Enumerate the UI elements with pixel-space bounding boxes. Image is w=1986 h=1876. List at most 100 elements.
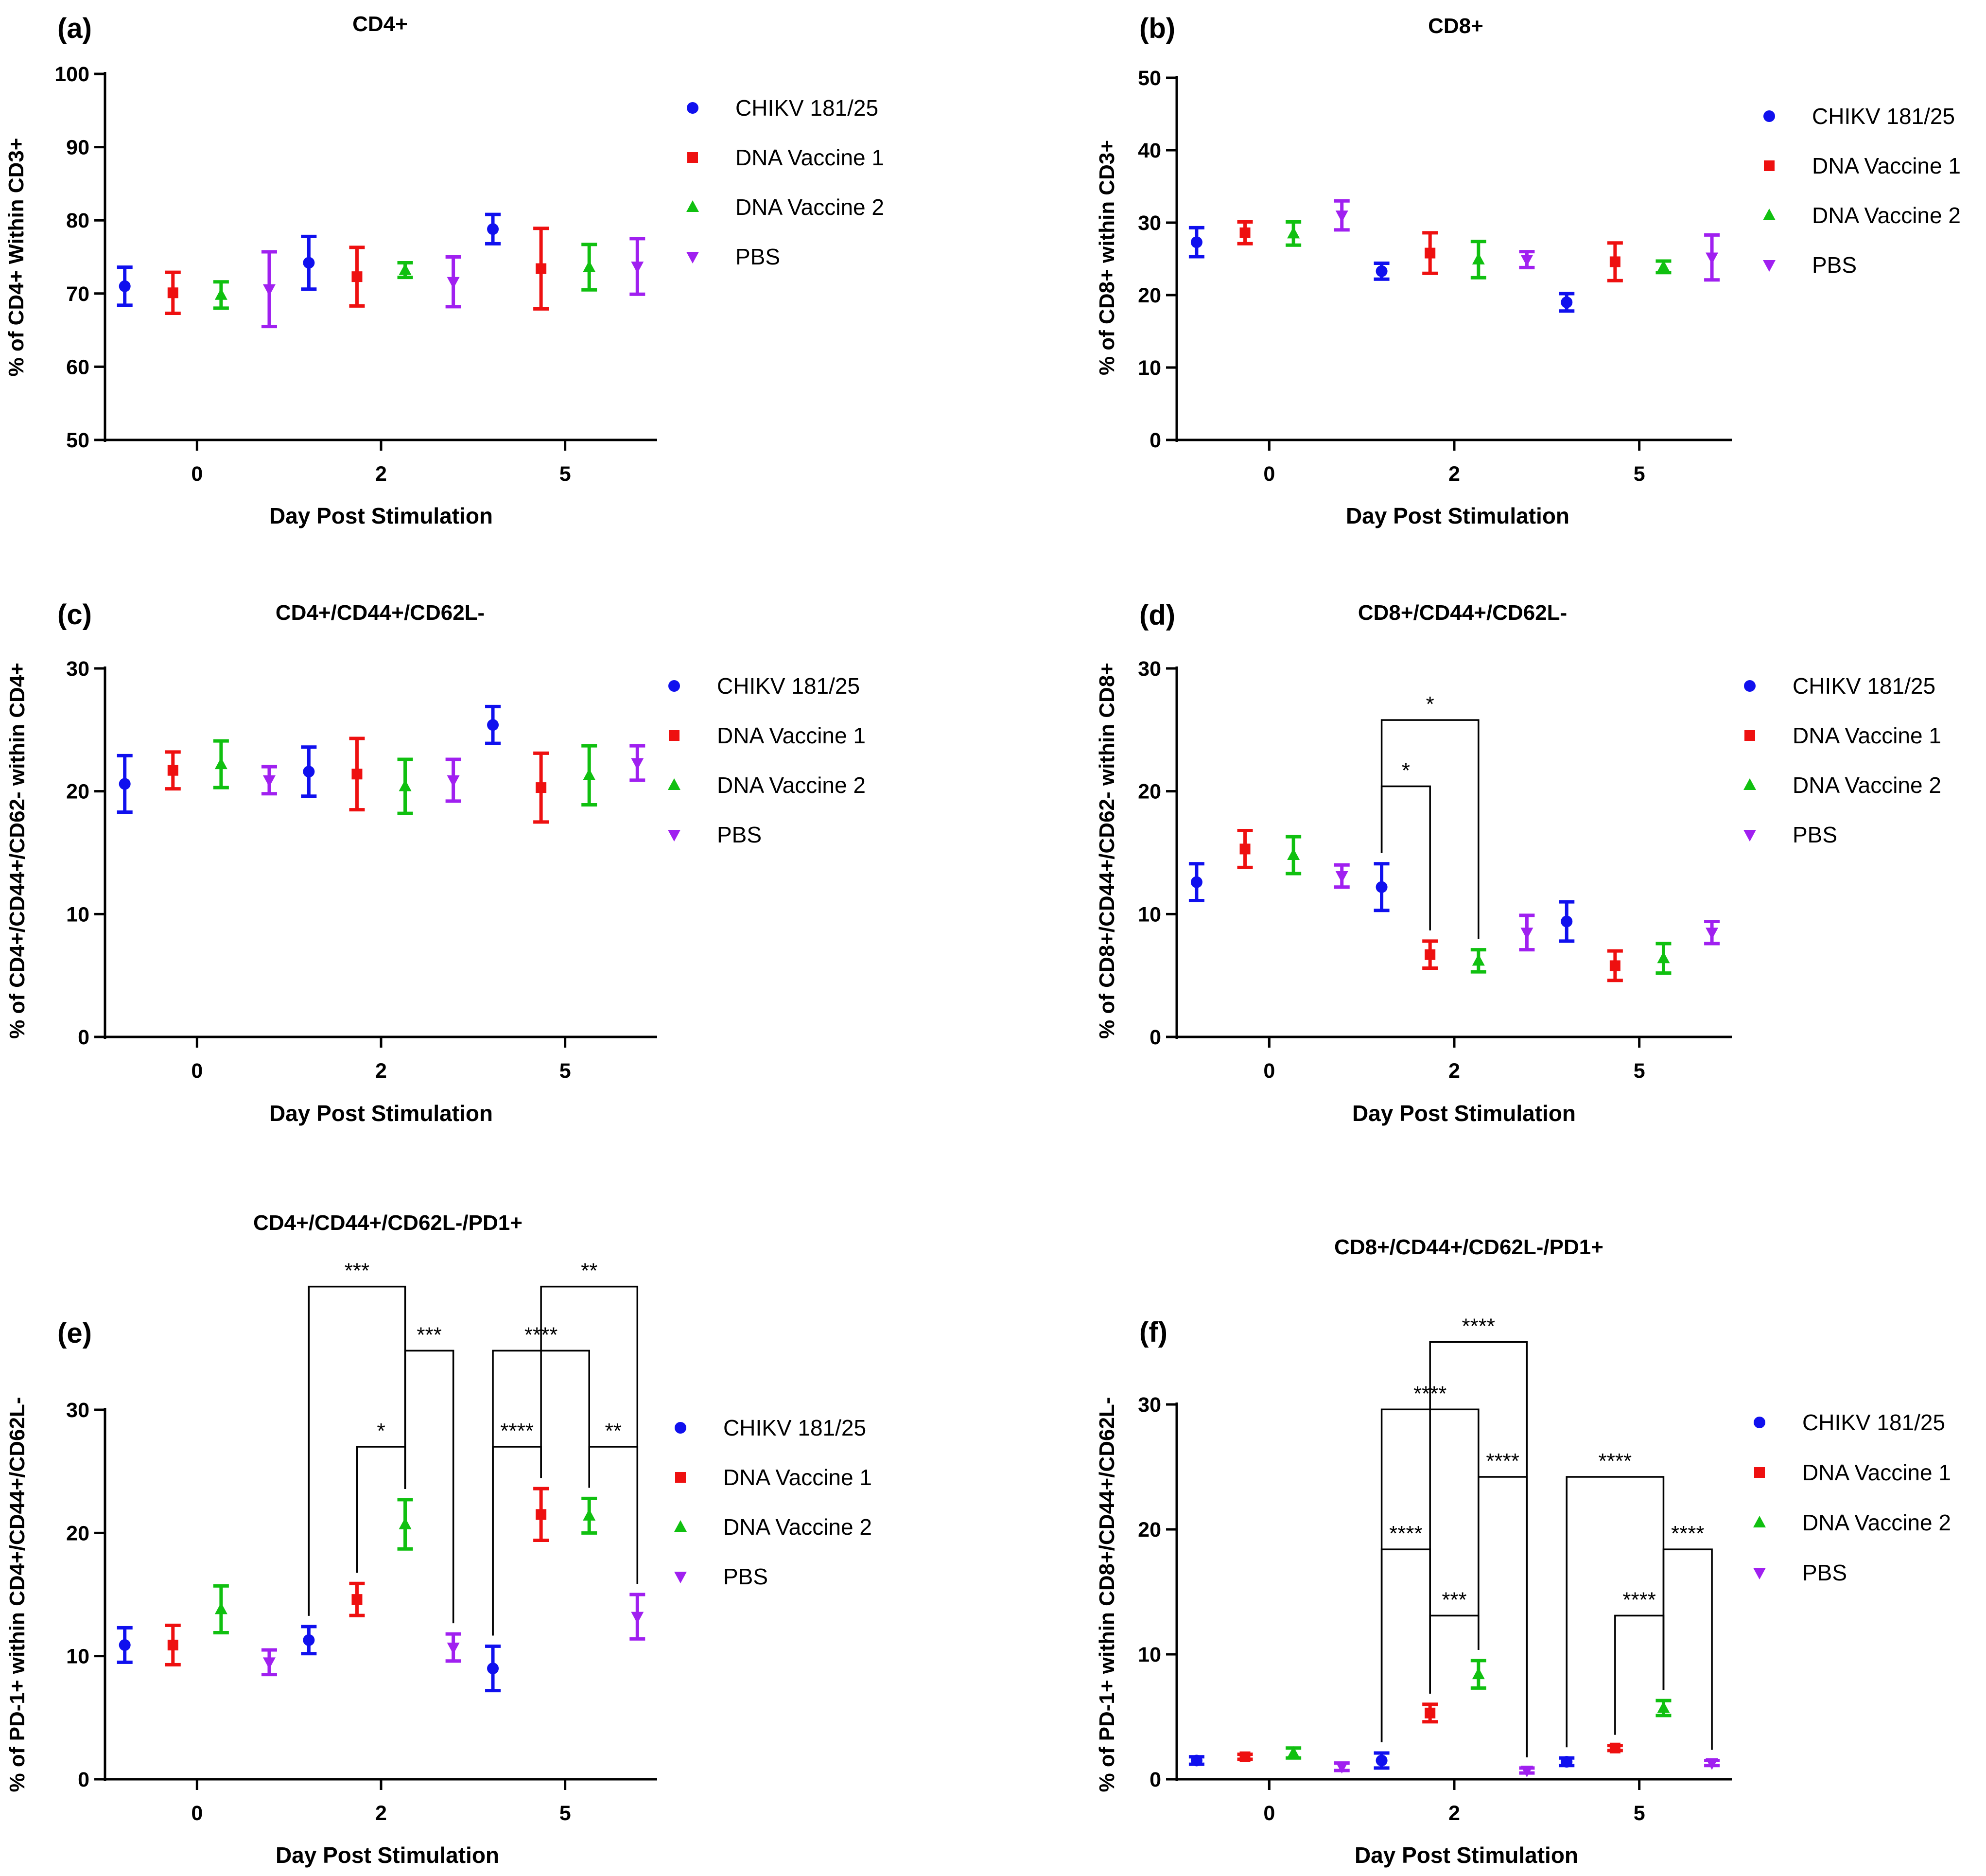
marker-circle bbox=[1376, 1754, 1388, 1767]
y-tick-label: 10 bbox=[66, 1645, 89, 1668]
legend-label: DNA Vaccine 2 bbox=[1802, 1510, 1951, 1535]
data-point bbox=[349, 245, 365, 308]
legend-marker bbox=[687, 102, 698, 114]
x-axis-label: Day Post Stimulation bbox=[269, 503, 493, 528]
marker-triangle-down bbox=[262, 284, 276, 296]
marker-circle bbox=[1561, 296, 1573, 308]
y-tick-label: 100 bbox=[54, 63, 89, 86]
marker-circle bbox=[1376, 881, 1388, 893]
legend-label: DNA Vaccine 2 bbox=[723, 1514, 872, 1540]
data-point bbox=[629, 1593, 645, 1641]
x-tick-label: 5 bbox=[1634, 1802, 1645, 1825]
legend-item: CHIKV 181/25 bbox=[675, 1415, 866, 1440]
legend-item: CHIKV 181/25 bbox=[1754, 1410, 1945, 1435]
data-point bbox=[397, 261, 413, 280]
legend-item: DNA Vaccine 1 bbox=[687, 145, 884, 170]
legend-label: DNA Vaccine 1 bbox=[723, 1465, 872, 1490]
legend-item: DNA Vaccine 1 bbox=[1744, 723, 1941, 748]
marker-square bbox=[1609, 256, 1620, 267]
data-point bbox=[1607, 949, 1623, 982]
data-point bbox=[349, 736, 365, 812]
data-point bbox=[1188, 862, 1204, 903]
legend-item: CHIKV 181/25 bbox=[1763, 104, 1955, 129]
data-point bbox=[1519, 913, 1535, 952]
marker-triangle-up bbox=[399, 263, 412, 275]
data-point bbox=[485, 704, 501, 745]
significance-bracket: **** bbox=[492, 1419, 542, 1636]
bracket-line bbox=[308, 1285, 406, 1616]
y-tick-label: 50 bbox=[1138, 67, 1161, 90]
data-point bbox=[1286, 1746, 1302, 1760]
y-tick-label: 10 bbox=[1138, 903, 1161, 926]
marker-triangle-up bbox=[399, 779, 412, 791]
panel-label: (a) bbox=[57, 13, 92, 44]
y-tick-label: 10 bbox=[66, 903, 89, 926]
significance-label: **** bbox=[1599, 1449, 1632, 1473]
data-point bbox=[581, 1496, 597, 1535]
data-point bbox=[445, 1632, 461, 1663]
legend-label: DNA Vaccine 1 bbox=[1793, 723, 1941, 748]
marker-triangle-up bbox=[583, 1508, 596, 1521]
data-point bbox=[1422, 939, 1438, 970]
x-tick-label: 2 bbox=[375, 1059, 387, 1083]
data-point bbox=[1374, 261, 1390, 281]
legend-item: DNA Vaccine 2 bbox=[1753, 1510, 1951, 1535]
significance-bracket: * bbox=[1380, 759, 1431, 930]
legend-marker bbox=[1764, 160, 1775, 171]
significance-label: **** bbox=[1389, 1522, 1423, 1545]
data-point bbox=[261, 250, 277, 329]
chart-panel-d: (d) CD8+/CD44+/CD62L- 0 10 20 30 0 2 5 Day Post S… bbox=[1095, 599, 1941, 1126]
marker-circle bbox=[1190, 876, 1202, 888]
significance-bracket: **** bbox=[1478, 1449, 1528, 1757]
significance-label: *** bbox=[417, 1323, 441, 1347]
x-tick-label: 0 bbox=[1263, 1059, 1275, 1083]
data-point bbox=[629, 744, 645, 782]
legend-item: DNA Vaccine 1 bbox=[1764, 153, 1961, 178]
data-point bbox=[581, 243, 597, 292]
data-point bbox=[301, 234, 317, 291]
significance-label: ** bbox=[605, 1419, 622, 1443]
marker-triangle-down bbox=[1520, 254, 1533, 266]
data-point bbox=[445, 757, 461, 803]
legend-label: PBS bbox=[1793, 822, 1837, 847]
legend-marker bbox=[1744, 680, 1756, 692]
marker-circle bbox=[1561, 915, 1573, 928]
data-point bbox=[165, 1623, 181, 1666]
data-point bbox=[445, 255, 461, 309]
panel-label: (b) bbox=[1139, 13, 1175, 44]
x-tick-label: 2 bbox=[1448, 462, 1460, 486]
legend-marker bbox=[669, 730, 679, 741]
data-point bbox=[165, 750, 181, 791]
data-point bbox=[1655, 259, 1672, 275]
marker-circle bbox=[303, 1634, 315, 1646]
y-tick-label: 20 bbox=[66, 1522, 89, 1545]
marker-triangle-up bbox=[1657, 1701, 1670, 1713]
y-tick-label: 20 bbox=[1138, 780, 1161, 804]
marker-triangle-up bbox=[214, 1602, 227, 1614]
significance-label: *** bbox=[1442, 1588, 1466, 1612]
data-point bbox=[1422, 231, 1438, 275]
marker-square bbox=[351, 769, 363, 780]
marker-triangle-down bbox=[631, 1612, 644, 1624]
legend-marker bbox=[1744, 730, 1755, 741]
data-point bbox=[1286, 835, 1302, 876]
significance-label: **** bbox=[1486, 1449, 1519, 1473]
data-point bbox=[1374, 1751, 1390, 1770]
legend-marker bbox=[1743, 830, 1756, 842]
marker-triangle-down bbox=[1706, 928, 1719, 940]
legend-marker bbox=[668, 778, 680, 790]
significance-label: * bbox=[1402, 759, 1410, 783]
y-tick-label: 20 bbox=[1138, 284, 1161, 307]
x-tick-label: 5 bbox=[559, 1802, 571, 1825]
legend-marker bbox=[1754, 1417, 1765, 1428]
x-tick-label: 0 bbox=[191, 1802, 203, 1825]
legend-marker bbox=[675, 1422, 686, 1434]
significance-bracket: *** bbox=[404, 1323, 454, 1624]
legend-label: CHIKV 181/25 bbox=[1793, 673, 1935, 699]
legend-label: DNA Vaccine 2 bbox=[1812, 203, 1961, 228]
marker-circle bbox=[1376, 265, 1388, 277]
x-tick-label: 2 bbox=[1448, 1802, 1460, 1825]
legend-label: DNA Vaccine 1 bbox=[1812, 153, 1961, 178]
y-tick-label: 0 bbox=[1150, 1768, 1161, 1791]
